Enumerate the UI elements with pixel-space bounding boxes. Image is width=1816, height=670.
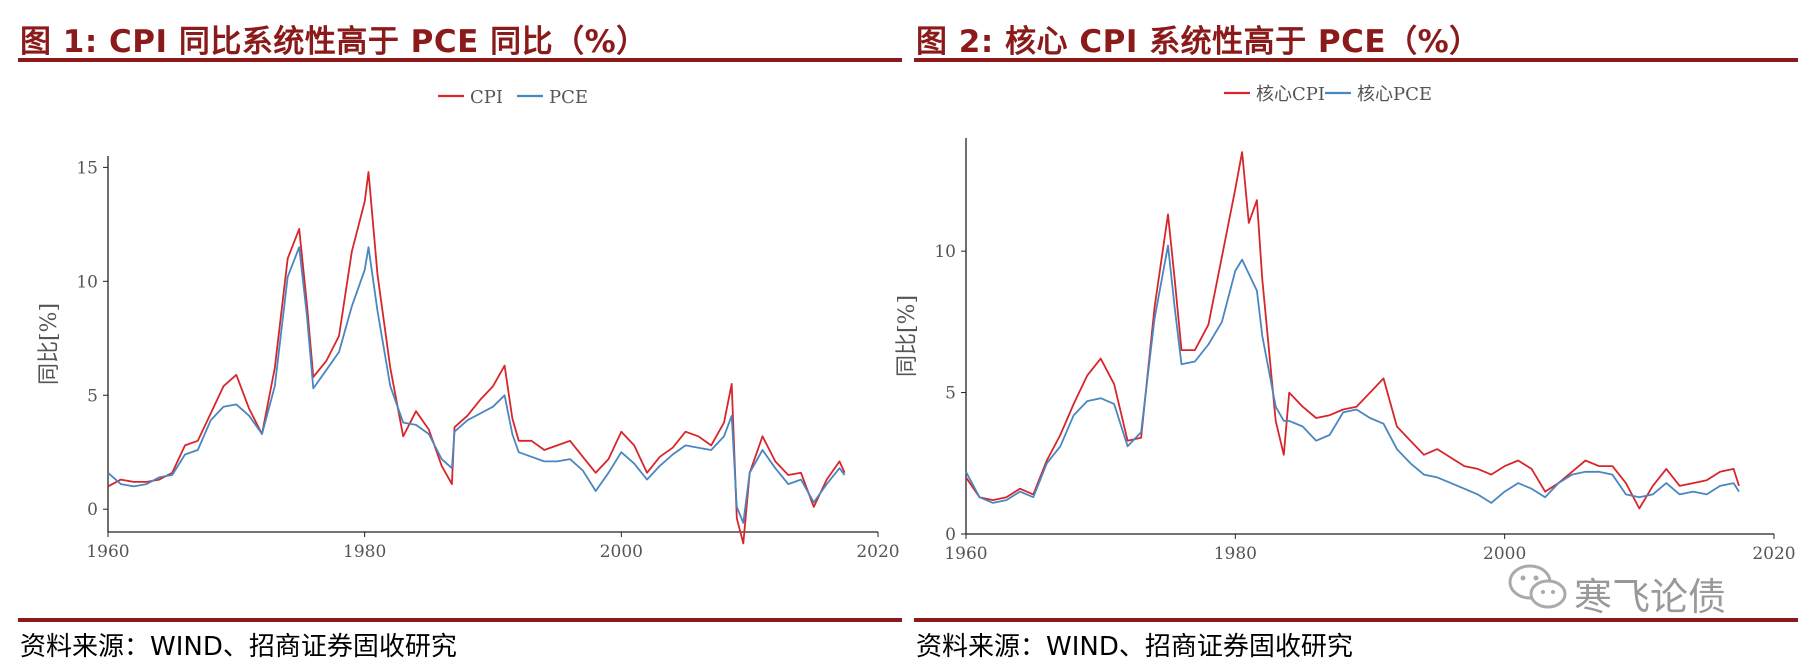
series-line-b: [107, 246, 846, 524]
figure-2-top-rule: [914, 58, 1798, 62]
y-tick-label: 0: [87, 500, 98, 520]
x-tick-label: 1960: [944, 544, 987, 564]
figure-1-top-rule: [18, 58, 902, 62]
figure-1-chart: 1960 1980 2000 2020 0 5 10 15 同比[%] CPI PCE: [37, 87, 900, 562]
wechat-icon: [1508, 564, 1567, 609]
figure-2-bottom-rule: [914, 618, 1798, 622]
series-line-a: [965, 151, 1740, 510]
legend-label: CPI: [470, 87, 503, 108]
wechat-watermark: 寒飞论债: [1506, 560, 1766, 620]
x-tick-label: 2000: [600, 542, 643, 562]
legend-label: 核心CPI: [1256, 84, 1325, 105]
y-tick-label: 10: [934, 242, 956, 262]
figure-1-source: 资料来源：WIND、招商证券固收研究: [20, 632, 457, 662]
x-tick-label: 1980: [343, 542, 386, 562]
x-tick-label: 1980: [1214, 544, 1257, 564]
y-axis-label: 同比[%]: [37, 303, 62, 385]
figure-1-panel: 图 1: CPI 同比系统性高于 PCE 同比（%） 1960 1980 2000 2…: [18, 0, 903, 670]
series-line-b: [965, 244, 1740, 504]
y-tick-label: 0: [945, 525, 956, 545]
figure-2-chart: 1960 1980 2000 2020 0 5 10 同比[%] 核心CPI 核心PCE: [895, 84, 1796, 564]
y-tick-label: 15: [76, 158, 98, 178]
y-axis-label: 同比[%]: [895, 295, 920, 377]
figure-1-bottom-rule: [18, 618, 902, 622]
x-tick-label: 2000: [1483, 544, 1526, 564]
figure-2-panel: 图 2: 核心 CPI 系统性高于 PCE（%） 1960 1980 2000 202…: [895, 0, 1799, 670]
figure-1-title: 图 1: CPI 同比系统性高于 PCE 同比（%）: [20, 24, 648, 60]
figure-2-source: 资料来源：WIND、招商证券固收研究: [916, 632, 1353, 662]
y-tick-label: 5: [87, 386, 98, 406]
x-tick-label: 1960: [86, 542, 129, 562]
x-tick-label: 2020: [856, 542, 899, 562]
y-tick-label: 5: [945, 384, 956, 404]
figure-2-title: 图 2: 核心 CPI 系统性高于 PCE（%）: [916, 24, 1481, 60]
series-line-a: [107, 171, 846, 545]
legend-label: 核心PCE: [1357, 84, 1432, 105]
legend-label: PCE: [549, 87, 588, 108]
x-tick-label: 2020: [1752, 544, 1795, 564]
watermark-text: 寒飞论债: [1574, 575, 1727, 619]
y-tick-label: 10: [76, 272, 98, 292]
